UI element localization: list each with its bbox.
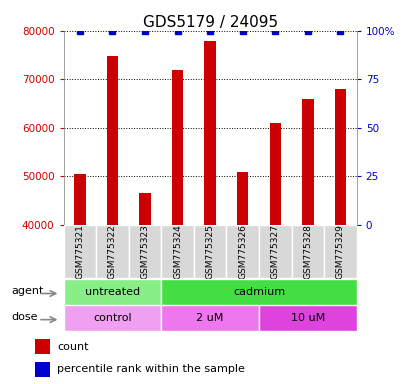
Text: GSM775324: GSM775324 xyxy=(173,224,182,279)
Text: dose: dose xyxy=(11,312,38,322)
Bar xyxy=(269,123,280,225)
Text: GSM775323: GSM775323 xyxy=(140,224,149,279)
Text: GSM775322: GSM775322 xyxy=(108,224,117,279)
FancyBboxPatch shape xyxy=(63,279,161,305)
FancyBboxPatch shape xyxy=(193,225,226,278)
FancyBboxPatch shape xyxy=(258,305,356,331)
Bar xyxy=(236,172,248,225)
Bar xyxy=(106,56,118,225)
FancyBboxPatch shape xyxy=(96,225,128,278)
Text: 2 uM: 2 uM xyxy=(196,313,223,323)
Text: agent: agent xyxy=(11,286,44,296)
Title: GDS5179 / 24095: GDS5179 / 24095 xyxy=(142,15,277,30)
Bar xyxy=(301,99,313,225)
Text: GSM775327: GSM775327 xyxy=(270,224,279,279)
Bar xyxy=(334,89,345,225)
Text: GSM775325: GSM775325 xyxy=(205,224,214,279)
Text: 10 uM: 10 uM xyxy=(290,313,324,323)
Text: GSM775328: GSM775328 xyxy=(303,224,312,279)
FancyBboxPatch shape xyxy=(226,225,258,278)
FancyBboxPatch shape xyxy=(161,225,193,278)
Text: GSM775326: GSM775326 xyxy=(238,224,247,279)
FancyBboxPatch shape xyxy=(161,305,258,331)
FancyBboxPatch shape xyxy=(291,225,324,278)
Bar xyxy=(171,71,183,225)
Bar xyxy=(35,362,50,377)
Text: percentile rank within the sample: percentile rank within the sample xyxy=(57,364,245,374)
Text: count: count xyxy=(57,342,89,352)
Bar xyxy=(204,41,215,225)
FancyBboxPatch shape xyxy=(128,225,161,278)
FancyBboxPatch shape xyxy=(161,279,356,305)
FancyBboxPatch shape xyxy=(324,225,356,278)
Bar xyxy=(139,193,151,225)
Text: control: control xyxy=(93,313,131,323)
FancyBboxPatch shape xyxy=(258,225,291,278)
Text: GSM775321: GSM775321 xyxy=(75,224,84,279)
Text: GSM775329: GSM775329 xyxy=(335,224,344,279)
FancyBboxPatch shape xyxy=(63,225,96,278)
Text: untreated: untreated xyxy=(85,287,139,297)
Text: cadmium: cadmium xyxy=(232,287,284,297)
Bar xyxy=(35,339,50,354)
Bar xyxy=(74,174,85,225)
FancyBboxPatch shape xyxy=(63,305,161,331)
